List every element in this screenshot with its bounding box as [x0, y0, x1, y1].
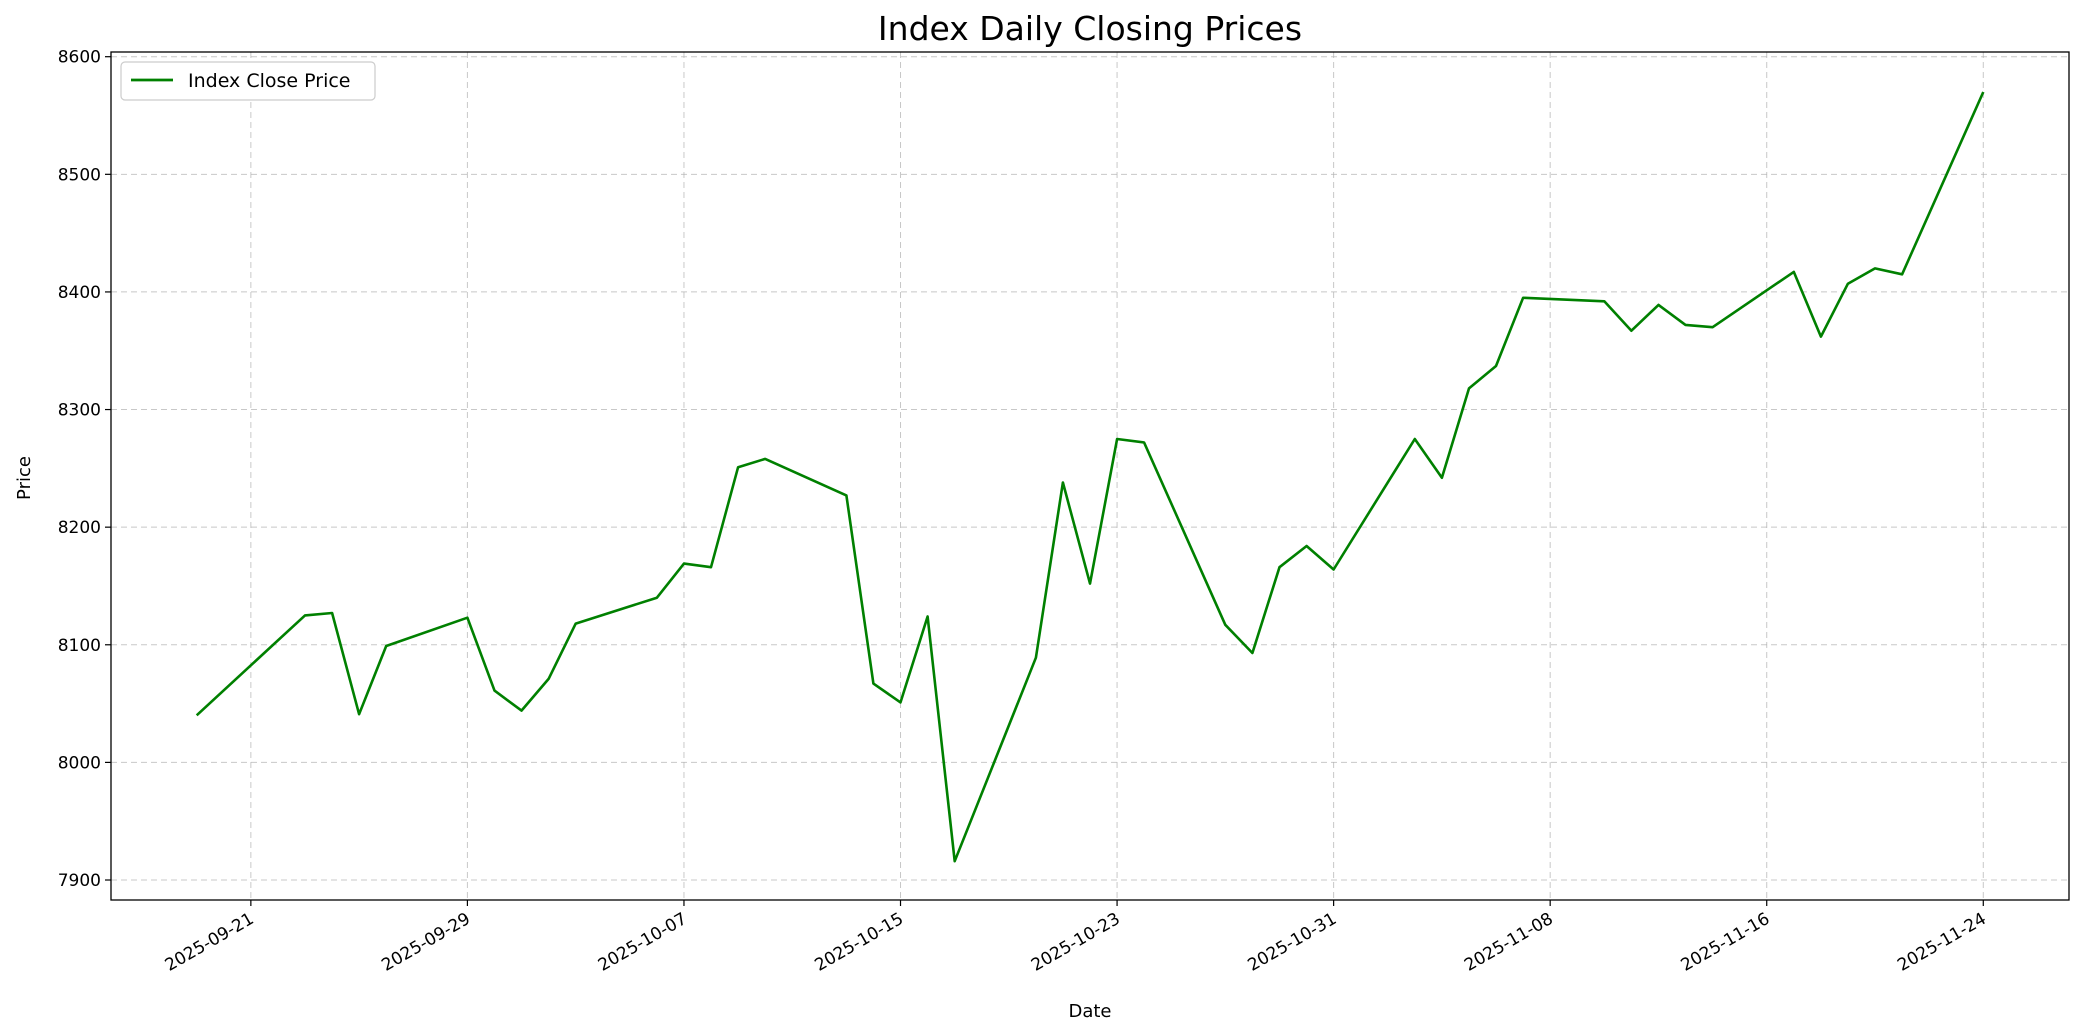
- y-axis-label: Price: [14, 456, 35, 500]
- y-tick-label: 8500: [58, 165, 101, 185]
- y-tick-label: 8600: [58, 48, 101, 68]
- series-lines: [195, 91, 1985, 863]
- chart-title: Index Daily Closing Prices: [878, 9, 1302, 48]
- y-tick-label: 8100: [58, 636, 101, 656]
- x-axis-label: Date: [1068, 1001, 1111, 1022]
- legend-box: [120, 61, 376, 101]
- y-tick-label: 8400: [58, 283, 101, 303]
- y-tick-label: 8300: [58, 401, 101, 421]
- series-line: [195, 91, 1985, 863]
- y-tick-label: 7900: [58, 871, 101, 891]
- plot-area-frame: [110, 51, 2070, 901]
- y-tick-label: 8000: [58, 753, 101, 773]
- legend-label: Index Close Price: [188, 70, 351, 92]
- grid-lines: [111, 52, 2069, 900]
- y-axis: 7900 8000 8100 8200 8300 8400 8500 8600: [58, 48, 111, 891]
- legend: Index Close Price: [120, 61, 376, 101]
- y-tick-label: 8200: [58, 518, 101, 538]
